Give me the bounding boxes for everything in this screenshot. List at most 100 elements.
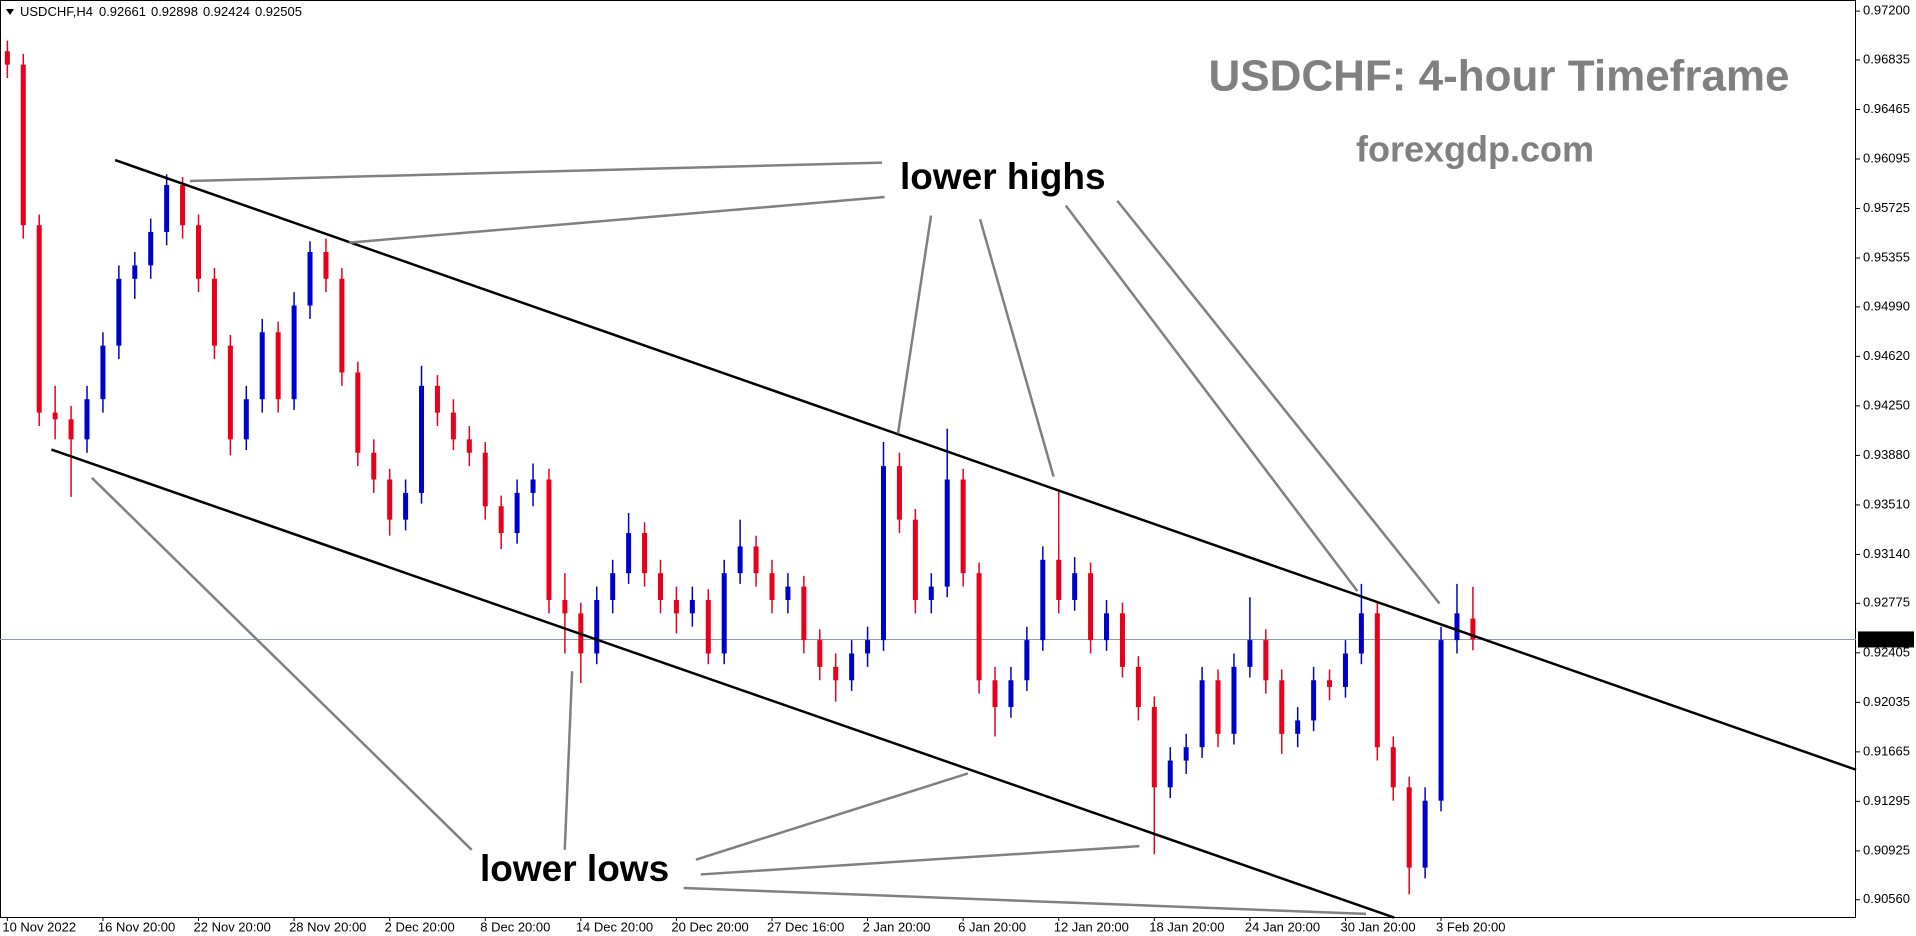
candle-body <box>896 466 902 520</box>
candle-body <box>1135 666 1141 708</box>
candle-body <box>1231 666 1237 734</box>
candle-body <box>1422 800 1428 868</box>
candle-body <box>196 225 202 279</box>
candle-body <box>530 479 536 493</box>
candle-body <box>1327 680 1333 687</box>
y-tick-label: 0.95725 <box>1863 200 1910 215</box>
candle-body <box>1040 559 1046 641</box>
candle-body <box>339 278 345 373</box>
x-tick-label: 12 Jan 20:00 <box>1054 919 1129 934</box>
candle-body <box>849 653 855 681</box>
chart-subtitle: forexgdp.com <box>1356 129 1594 170</box>
lower-channel <box>51 450 1394 918</box>
candle-body <box>211 278 217 346</box>
open: 0.92661 <box>99 4 146 19</box>
candle-body <box>307 252 313 306</box>
pointer <box>1117 201 1439 604</box>
close: 0.92505 <box>255 4 302 19</box>
candle-body <box>912 519 918 600</box>
candle-body <box>865 640 871 654</box>
y-tick-label: 0.96095 <box>1863 150 1910 165</box>
x-tick-label: 28 Nov 20:00 <box>289 919 366 934</box>
pointer <box>701 846 1140 874</box>
candle-body <box>227 345 233 440</box>
candle-body <box>737 546 743 574</box>
candle-body <box>164 185 170 232</box>
candle-body <box>1247 640 1253 667</box>
x-tick-label: 24 Jan 20:00 <box>1245 919 1320 934</box>
candle-body <box>84 399 90 440</box>
candle-body <box>1295 720 1301 734</box>
axis-layer: 0.97200 0.96835 0.96465 0.96095 0.95725 0.953… <box>2 3 1914 934</box>
candle-body <box>180 185 186 226</box>
candle-body <box>52 412 58 420</box>
candle-body <box>1342 653 1348 687</box>
x-tick-label: 2 Jan 20:00 <box>863 919 931 934</box>
y-tick-label: 0.92035 <box>1863 694 1910 709</box>
y-tick-label: 0.94250 <box>1863 397 1910 412</box>
candle-body <box>434 385 440 413</box>
candle-body <box>1470 618 1476 640</box>
candle-body <box>1358 613 1364 654</box>
candle-body <box>419 385 425 493</box>
candle-body <box>1104 613 1110 641</box>
candle-body <box>450 412 456 440</box>
candle-body <box>642 533 648 574</box>
candle-body <box>928 586 934 600</box>
candle-body <box>546 479 552 600</box>
high: 0.92898 <box>151 4 198 19</box>
y-tick-label: 0.95355 <box>1863 249 1910 264</box>
candle-body <box>1199 680 1205 748</box>
candle-body <box>1008 680 1014 708</box>
candle-body <box>275 332 281 400</box>
y-tick-label: 0.94990 <box>1863 298 1910 313</box>
x-tick-label: 22 Nov 20:00 <box>194 919 271 934</box>
y-tick-label: 0.92775 <box>1863 595 1910 610</box>
candle-body <box>1056 559 1062 600</box>
candle-body <box>1088 573 1094 641</box>
candle-body <box>1183 747 1189 761</box>
x-tick-label: 10 Nov 2022 <box>2 919 76 934</box>
candle-body <box>610 573 616 600</box>
x-tick-label: 14 Dec 20:00 <box>576 919 653 934</box>
pointer <box>92 478 472 850</box>
candle-body <box>817 640 823 667</box>
candle-body <box>1311 680 1317 721</box>
candle-body <box>960 479 966 574</box>
upper-channel <box>115 160 1856 770</box>
pointer <box>684 888 1366 914</box>
candle-body <box>785 586 791 600</box>
candle-body <box>1454 613 1460 641</box>
y-tick-label: 0.97200 <box>1863 3 1910 18</box>
y-tick-label: 0.96465 <box>1863 101 1910 116</box>
annotation: lower lows <box>480 848 669 889</box>
y-tick-label: 0.93140 <box>1863 546 1910 561</box>
x-tick-label: 8 Dec 20:00 <box>480 919 550 934</box>
candles <box>0 40 1856 895</box>
candle-body <box>1374 613 1380 748</box>
candle-body <box>403 492 409 520</box>
candle-body <box>148 231 154 266</box>
candle-body <box>100 345 106 400</box>
pointer <box>1066 206 1358 591</box>
candle-body <box>355 372 361 453</box>
pointer <box>898 216 931 434</box>
low: 0.92424 <box>203 4 250 19</box>
x-tick-label: 27 Dec 16:00 <box>767 919 844 934</box>
candle-body <box>1151 707 1157 788</box>
candle-body <box>801 586 807 641</box>
candle-body <box>1167 760 1173 788</box>
candle-body <box>514 492 520 534</box>
candle-body <box>243 399 249 440</box>
candle-body <box>594 599 600 654</box>
x-tick-label: 6 Jan 20:00 <box>958 919 1026 934</box>
price-label-box <box>1858 631 1914 648</box>
candle-body <box>976 573 982 681</box>
candle-body <box>944 479 950 587</box>
x-tick-label: 3 Feb 20:00 <box>1436 919 1505 934</box>
candle-body <box>482 452 488 507</box>
candle-body <box>116 278 122 346</box>
candle-body <box>387 479 393 520</box>
